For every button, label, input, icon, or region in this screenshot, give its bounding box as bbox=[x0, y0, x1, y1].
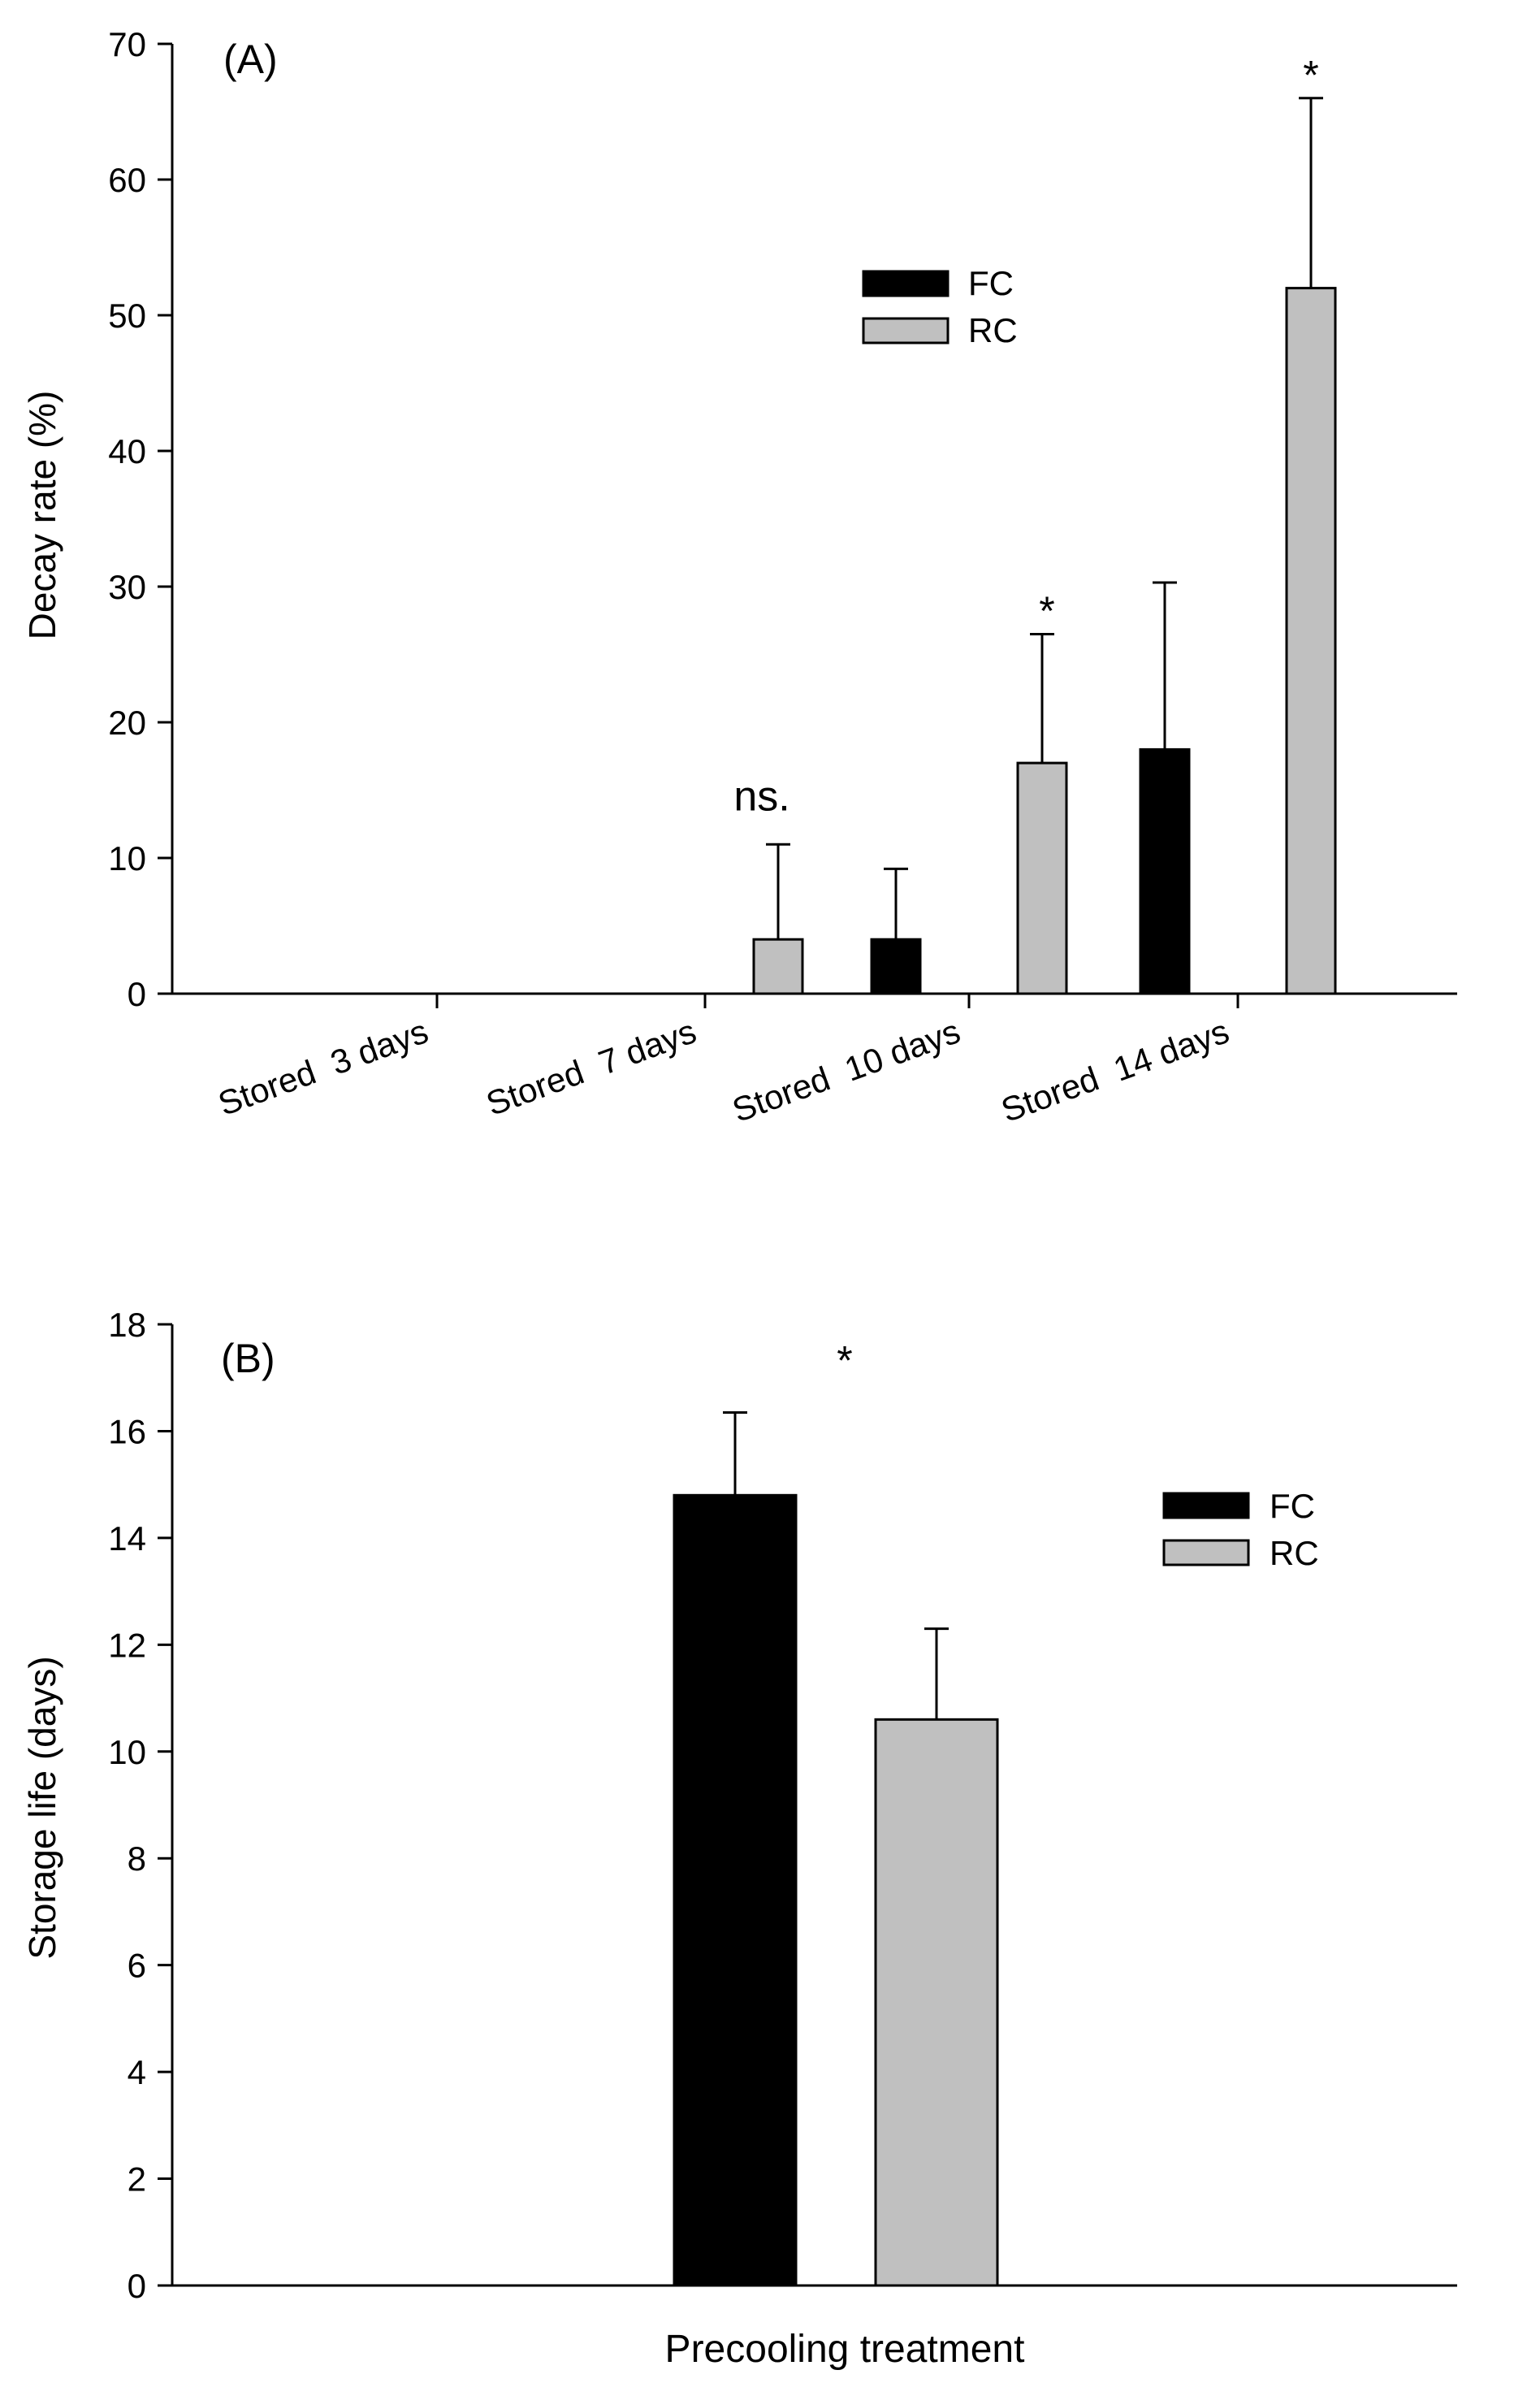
legend-label-fc: FC bbox=[968, 264, 1014, 302]
panel-a-x-tick-labels: Stored 3 days Stored 7 days Stored 10 days… bbox=[214, 1012, 1235, 1129]
bar-rc-stored-10-days bbox=[1016, 761, 1068, 995]
bar-fc-precooling-treatment bbox=[673, 1493, 798, 2287]
legend-label-fc: FC bbox=[1270, 1487, 1315, 1525]
legend-swatch-rc bbox=[1162, 1539, 1250, 1566]
y-tick-label-12: 12 bbox=[108, 1626, 146, 1664]
y-tick-label-2: 2 bbox=[128, 2160, 146, 2199]
panel-a-y-ticks: 0 10 20 30 40 50 60 70 bbox=[108, 25, 172, 1013]
panel-b-label: (B) bbox=[221, 1336, 275, 1381]
bar-fc-stored-14-days bbox=[1139, 747, 1191, 995]
panel-b-y-axis-label: Storage life (days) bbox=[21, 1656, 63, 1959]
panel-b-bars bbox=[673, 1493, 999, 2287]
panel-a-legend: FC RC bbox=[862, 264, 1018, 349]
panel-b-error-bars bbox=[723, 1410, 949, 1720]
panel-a-x-ticks bbox=[435, 994, 1239, 1008]
bar-fc-stored-10-days bbox=[870, 938, 922, 995]
panel-a-error-bars bbox=[766, 97, 1323, 940]
panel-a-decay-rate-chart: (A) Decay rate (%) 0 10 20 30 40 50 60 70 ns. * *… bbox=[21, 25, 1457, 1129]
y-tick-label-70: 70 bbox=[108, 25, 146, 63]
y-tick-label-30: 30 bbox=[108, 568, 146, 606]
significance-label-precooling-treatment: * bbox=[837, 1337, 852, 1383]
y-tick-label-40: 40 bbox=[108, 432, 146, 470]
y-tick-label-50: 50 bbox=[108, 297, 146, 335]
significance-label-stored-7-days: ns. bbox=[733, 773, 789, 821]
legend-label-rc: RC bbox=[968, 311, 1018, 349]
y-tick-label-20: 20 bbox=[108, 704, 146, 742]
y-tick-label-14: 14 bbox=[108, 1519, 146, 1558]
y-tick-label-60: 60 bbox=[108, 161, 146, 199]
y-tick-label-10: 10 bbox=[108, 839, 146, 877]
legend-swatch-fc bbox=[1162, 1492, 1250, 1519]
panel-a-annotations: ns. * * bbox=[733, 52, 1318, 820]
legend-swatch-fc bbox=[862, 270, 950, 297]
bar-rc-precooling-treatment bbox=[874, 1718, 999, 2287]
panel-b-legend: FC RC bbox=[1162, 1487, 1319, 1572]
legend-swatch-rc bbox=[862, 317, 950, 344]
panel-a-bars bbox=[752, 287, 1337, 995]
legend-label-rc: RC bbox=[1270, 1534, 1319, 1572]
y-tick-label-18: 18 bbox=[108, 1306, 146, 1344]
x-tick-label-stored-14-days: Stored 14 days bbox=[997, 1012, 1235, 1129]
significance-label-stored-14-days: * bbox=[1303, 52, 1318, 97]
panel-b-annotations: * bbox=[837, 1337, 852, 1383]
y-tick-label-6: 6 bbox=[128, 1947, 146, 1985]
bar-rc-stored-7-days bbox=[752, 938, 804, 995]
panel-a-label: (A) bbox=[223, 37, 278, 82]
panel-a-y-axis-label: Decay rate (%) bbox=[21, 391, 63, 640]
y-tick-label-16: 16 bbox=[108, 1412, 146, 1450]
y-tick-label-4: 4 bbox=[128, 2053, 146, 2091]
y-tick-label-10: 10 bbox=[108, 1733, 146, 1771]
y-tick-label-0: 0 bbox=[128, 2267, 146, 2305]
x-tick-label-stored-3-days: Stored 3 days bbox=[214, 1012, 434, 1123]
significance-label-stored-10-days: * bbox=[1039, 588, 1054, 634]
y-tick-label-0: 0 bbox=[128, 975, 146, 1013]
x-tick-label-stored-7-days: Stored 7 days bbox=[482, 1012, 702, 1123]
y-tick-label-8: 8 bbox=[128, 1839, 146, 1878]
x-tick-label-stored-10-days: Stored 10 days bbox=[728, 1012, 966, 1129]
panel-b-y-ticks: 0 2 4 6 8 10 12 14 16 18 bbox=[108, 1306, 172, 2305]
panel-b-storage-life-chart: (B) Storage life (days) Precooling treat… bbox=[21, 1306, 1457, 2371]
panel-b-x-axis-label: Precooling treatment bbox=[665, 2328, 1025, 2371]
bar-rc-stored-14-days bbox=[1285, 287, 1337, 995]
